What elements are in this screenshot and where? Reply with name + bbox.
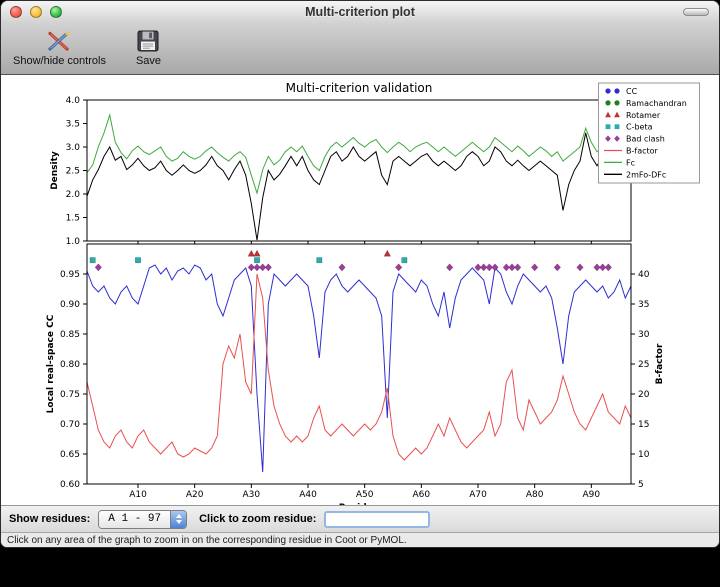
save-icon: [136, 27, 160, 55]
svg-text:Local real-space CC: Local real-space CC: [46, 314, 56, 413]
svg-text:A70: A70: [469, 490, 487, 500]
zoom-button[interactable]: [50, 6, 62, 18]
app-window: Multi-criterion plot Show/hide controls: [0, 0, 720, 548]
toolbar: Show/hide controls Save: [1, 23, 719, 75]
show-residues-stepper[interactable]: [170, 510, 187, 528]
show-hide-controls-button[interactable]: Show/hide controls: [13, 27, 106, 67]
svg-text:30: 30: [638, 330, 650, 340]
title-bar: Multi-criterion plot: [1, 1, 719, 23]
svg-text:Ramachandran: Ramachandran: [626, 99, 687, 108]
svg-text:0.70: 0.70: [60, 420, 80, 430]
svg-text:Multi-criterion validation: Multi-criterion validation: [286, 81, 433, 95]
svg-text:B-factor: B-factor: [626, 147, 659, 156]
svg-text:CC: CC: [626, 87, 638, 96]
show-hide-controls-label: Show/hide controls: [13, 55, 106, 67]
zoom-residue-label: Click to zoom residue:: [199, 513, 317, 525]
status-text: Click on any area of the graph to zoom i…: [7, 535, 407, 546]
show-residues-select[interactable]: A 1 - 97: [98, 509, 188, 529]
series-Fc: [86, 113, 632, 195]
series-2mFo-DFc: [86, 132, 632, 241]
svg-text:4.0: 4.0: [66, 96, 81, 106]
series-B-factor: [86, 273, 632, 461]
multi-criterion-plot[interactable]: Multi-criterion validation 1.0 1.5 2.0 2.5 3.…: [1, 75, 720, 513]
svg-text:1.0: 1.0: [66, 237, 81, 247]
svg-text:A20: A20: [186, 490, 204, 500]
status-bar: Click on any area of the graph to zoom i…: [1, 532, 719, 547]
stepper-down-icon: [175, 520, 182, 524]
svg-text:A30: A30: [243, 490, 261, 500]
svg-text:0.60: 0.60: [60, 480, 80, 490]
plot-area: Multi-criterion validation 1.0 1.5 2.0 2.5 3.…: [1, 75, 720, 513]
svg-text:0.80: 0.80: [60, 360, 80, 370]
svg-text:Fc: Fc: [626, 158, 635, 167]
save-button[interactable]: Save: [136, 27, 161, 67]
svg-text:2mFo-DFc: 2mFo-DFc: [626, 170, 666, 179]
svg-text:3.5: 3.5: [66, 120, 80, 130]
window-title: Multi-criterion plot: [305, 5, 415, 19]
svg-text:Bad clash: Bad clash: [626, 135, 665, 144]
traffic-lights: [10, 6, 62, 18]
svg-text:A60: A60: [413, 490, 431, 500]
toolbar-toggle-button[interactable]: [683, 8, 709, 16]
outlier-markers: [89, 249, 612, 272]
svg-text:0.85: 0.85: [60, 330, 80, 340]
show-hide-controls-icon: [45, 27, 73, 55]
svg-text:A40: A40: [299, 490, 317, 500]
svg-text:10: 10: [638, 450, 650, 460]
svg-text:0.75: 0.75: [60, 390, 80, 400]
svg-text:2.5: 2.5: [66, 167, 80, 177]
svg-text:3.0: 3.0: [66, 143, 81, 153]
chart-legend: CC Ramachandran Rotamer C-beta Bad clash B-fa…: [598, 82, 700, 184]
svg-text:A90: A90: [583, 490, 601, 500]
svg-text:0.90: 0.90: [60, 300, 80, 310]
zoom-residue-input[interactable]: [324, 510, 431, 528]
svg-text:0.65: 0.65: [60, 450, 80, 460]
svg-text:0.95: 0.95: [60, 270, 80, 280]
stepper-up-icon: [175, 514, 182, 518]
show-residues-label: Show residues:: [9, 513, 91, 525]
svg-text:A80: A80: [526, 490, 544, 500]
svg-text:5: 5: [638, 480, 644, 490]
svg-text:25: 25: [638, 360, 649, 370]
controls-bar: Show residues: A 1 - 97 Click to zoom re…: [1, 505, 719, 532]
svg-text:35: 35: [638, 300, 649, 310]
svg-text:20: 20: [638, 390, 650, 400]
svg-text:A10: A10: [129, 490, 147, 500]
svg-text:1.5: 1.5: [66, 214, 80, 224]
svg-text:Residue: Residue: [339, 503, 379, 505]
minimize-button[interactable]: [30, 6, 42, 18]
save-label: Save: [135, 55, 162, 67]
close-button[interactable]: [10, 6, 22, 18]
svg-text:Rotamer: Rotamer: [626, 111, 661, 120]
svg-text:2.0: 2.0: [66, 190, 81, 200]
svg-text:A50: A50: [356, 490, 374, 500]
svg-text:40: 40: [638, 270, 650, 280]
svg-text:B-factor: B-factor: [655, 343, 665, 384]
show-residues-value: A 1 - 97: [99, 510, 171, 528]
svg-text:Density: Density: [50, 151, 60, 190]
svg-text:C-beta: C-beta: [626, 123, 653, 132]
svg-text:15: 15: [638, 420, 649, 430]
series-CC: [86, 264, 632, 473]
